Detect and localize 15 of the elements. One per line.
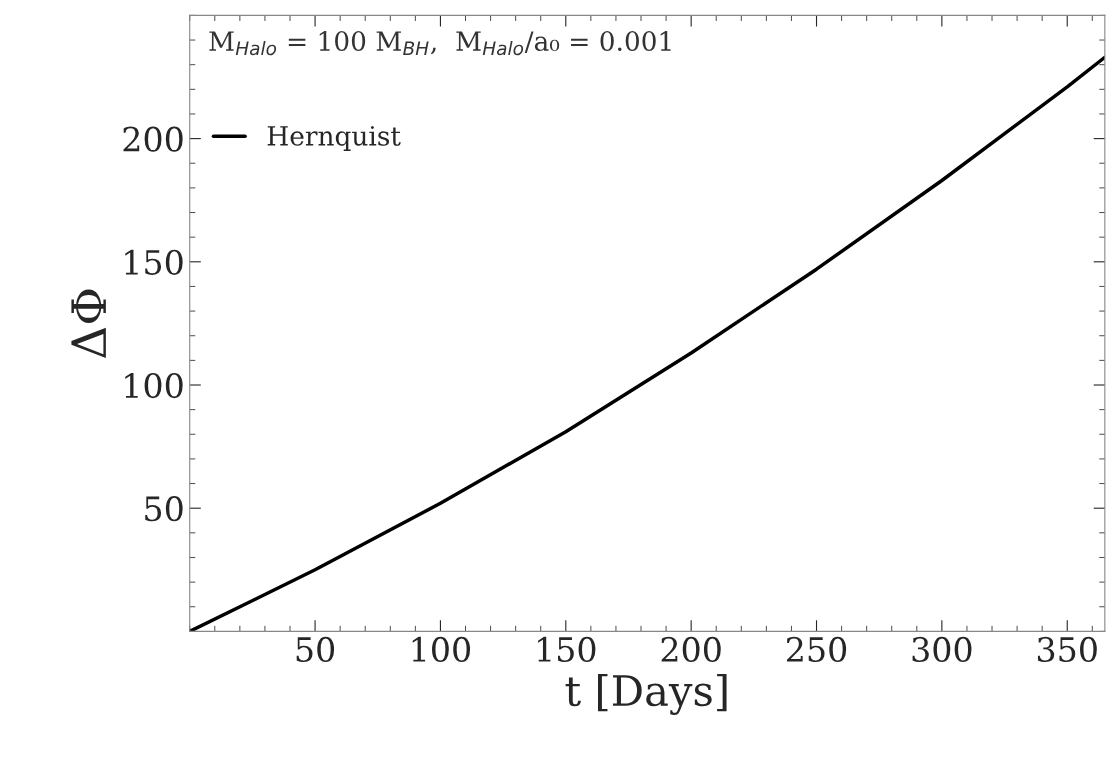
legend-label: Hernquist xyxy=(267,126,401,151)
x-tick-label: 350 xyxy=(1037,636,1097,663)
x-tick-label: 50 xyxy=(296,636,335,663)
y-axis-title: ΔΦ xyxy=(71,289,106,359)
y-tick-label: 50 xyxy=(145,496,183,522)
x-tick-label: 200 xyxy=(661,636,721,663)
x-tick-label: 250 xyxy=(786,636,847,663)
x-axis-title: t [Days] xyxy=(565,674,727,715)
annotation: M$_{Halo}$ = 100 M$_{BH}$, M$_{Halo}$/a₀ = 0.001 xyxy=(209,31,671,56)
x-tick-label: 300 xyxy=(912,636,972,663)
y-tick-label: 200 xyxy=(123,126,183,152)
y-tick-label: 150 xyxy=(125,249,183,275)
x-tick-label: 100 xyxy=(412,636,471,663)
x-tick-label: 150 xyxy=(538,636,596,663)
y-tick-label: 100 xyxy=(125,372,183,399)
